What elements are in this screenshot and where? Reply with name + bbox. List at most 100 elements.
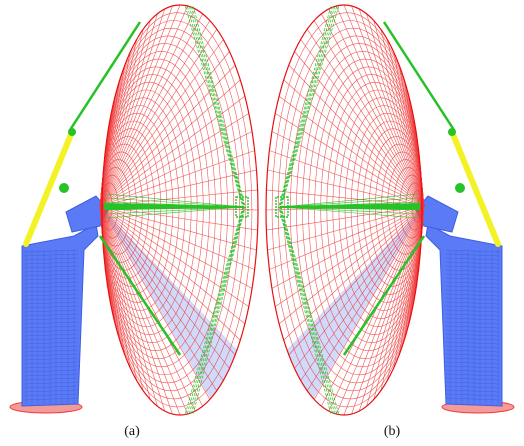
mesh-rib: [288, 64, 425, 207]
mesh-rib: [373, 20, 425, 207]
pedestal-tower: [425, 223, 503, 407]
feed-ray: [279, 206, 419, 211]
pedestal-grid: [445, 249, 501, 404]
subreflector: [235, 196, 249, 218]
feed-strut: [280, 6, 339, 208]
actuator-arm: [449, 129, 501, 247]
feed-strut: [187, 206, 244, 414]
reflector-rim: [101, 4, 259, 416]
mesh-rib: [398, 64, 425, 207]
mesh-rib: [99, 205, 173, 415]
pedestal-a: [9, 195, 109, 414]
mesh-rib: [99, 13, 203, 207]
mesh-rib: [278, 95, 425, 207]
mesh-rib: [393, 51, 425, 207]
mesh-rib: [313, 205, 425, 400]
mesh-rib: [99, 205, 257, 251]
mesh-rib: [99, 205, 188, 415]
mesh-rib: [99, 205, 158, 407]
mesh-rib: [306, 29, 425, 207]
mesh-rib: [306, 205, 425, 391]
mesh-rib: [387, 39, 425, 207]
mesh-rib: [321, 205, 425, 407]
mesh-rib: [398, 205, 425, 356]
mesh-rib: [266, 189, 425, 207]
mesh-rib: [366, 205, 425, 407]
mesh-rib: [275, 205, 425, 307]
mesh-rib: [321, 13, 425, 207]
mesh-rib: [283, 205, 425, 341]
feed-strut: [189, 206, 245, 414]
feed-ray: [105, 205, 245, 208]
mesh-rib: [99, 205, 230, 369]
caption-panel-b: (b): [383, 424, 401, 439]
subreflector: [275, 196, 289, 218]
reflector-rim: [265, 4, 423, 416]
hub-joint: [59, 183, 69, 193]
upper-brace: [68, 21, 142, 131]
feed-strut: [279, 6, 335, 208]
mesh-rib: [351, 5, 425, 207]
mesh-rib: [99, 39, 137, 207]
mesh-rib: [99, 51, 131, 207]
actuator-joint: [68, 128, 76, 136]
mesh-rib: [99, 150, 255, 207]
mesh-rib: [99, 64, 126, 207]
mesh-rib: [358, 205, 425, 412]
feed-ray: [105, 201, 245, 208]
mesh-rib: [358, 8, 425, 207]
feed-ray: [279, 197, 419, 208]
mesh-rib: [294, 51, 425, 207]
feed-ray: [105, 206, 245, 215]
feed-ray: [105, 206, 245, 219]
feed-strut: [189, 6, 245, 208]
feed-ray: [105, 206, 245, 211]
feed-strut: [280, 6, 337, 208]
feed-ray: [279, 205, 419, 208]
antenna-b: [265, 4, 515, 416]
hub-joint: [455, 183, 465, 193]
feed-strut: [279, 206, 335, 414]
mesh-rib: [99, 205, 166, 412]
mesh-rib: [99, 205, 218, 391]
mesh-rib: [99, 20, 151, 207]
feed-struts-b: [275, 6, 456, 414]
mesh-rib: [271, 205, 425, 289]
feed-ray: [279, 206, 419, 215]
pedestal-b: [415, 195, 515, 414]
actuator-arm: [23, 129, 75, 247]
actuator-joint: [448, 128, 456, 136]
feed-strut: [280, 206, 337, 414]
mesh-rib: [266, 205, 425, 231]
mesh-rib: [99, 205, 211, 400]
lower-brace: [342, 235, 426, 356]
feed-strut: [278, 6, 331, 208]
mesh-rib: [267, 169, 425, 207]
mesh-rib: [99, 205, 131, 369]
feed-strut: [191, 6, 245, 208]
mesh-rib: [283, 79, 425, 207]
feed-strut: [193, 206, 246, 414]
mesh-rib: [99, 205, 137, 381]
feed-strut: [279, 6, 333, 208]
mesh-rib: [99, 205, 258, 231]
lower-brace: [98, 235, 182, 356]
feed-ray: [105, 193, 245, 208]
mesh-rib: [343, 205, 425, 416]
mesh-rib: [99, 29, 218, 207]
upper-brace: [382, 21, 456, 131]
mesh-rib: [336, 5, 425, 207]
mesh-rib: [343, 4, 425, 207]
mesh-rib: [404, 79, 425, 207]
mesh-rib: [351, 205, 425, 415]
feed-strut: [191, 206, 245, 414]
mesh-rib: [328, 8, 425, 207]
caption-panel-a: (a): [124, 424, 140, 439]
mesh-rib: [99, 205, 120, 341]
mesh-rib: [269, 150, 425, 207]
mesh-rib: [99, 205, 253, 289]
mesh-rib: [99, 189, 258, 207]
feed-ray: [279, 193, 419, 208]
pedestal-grid: [23, 249, 79, 404]
